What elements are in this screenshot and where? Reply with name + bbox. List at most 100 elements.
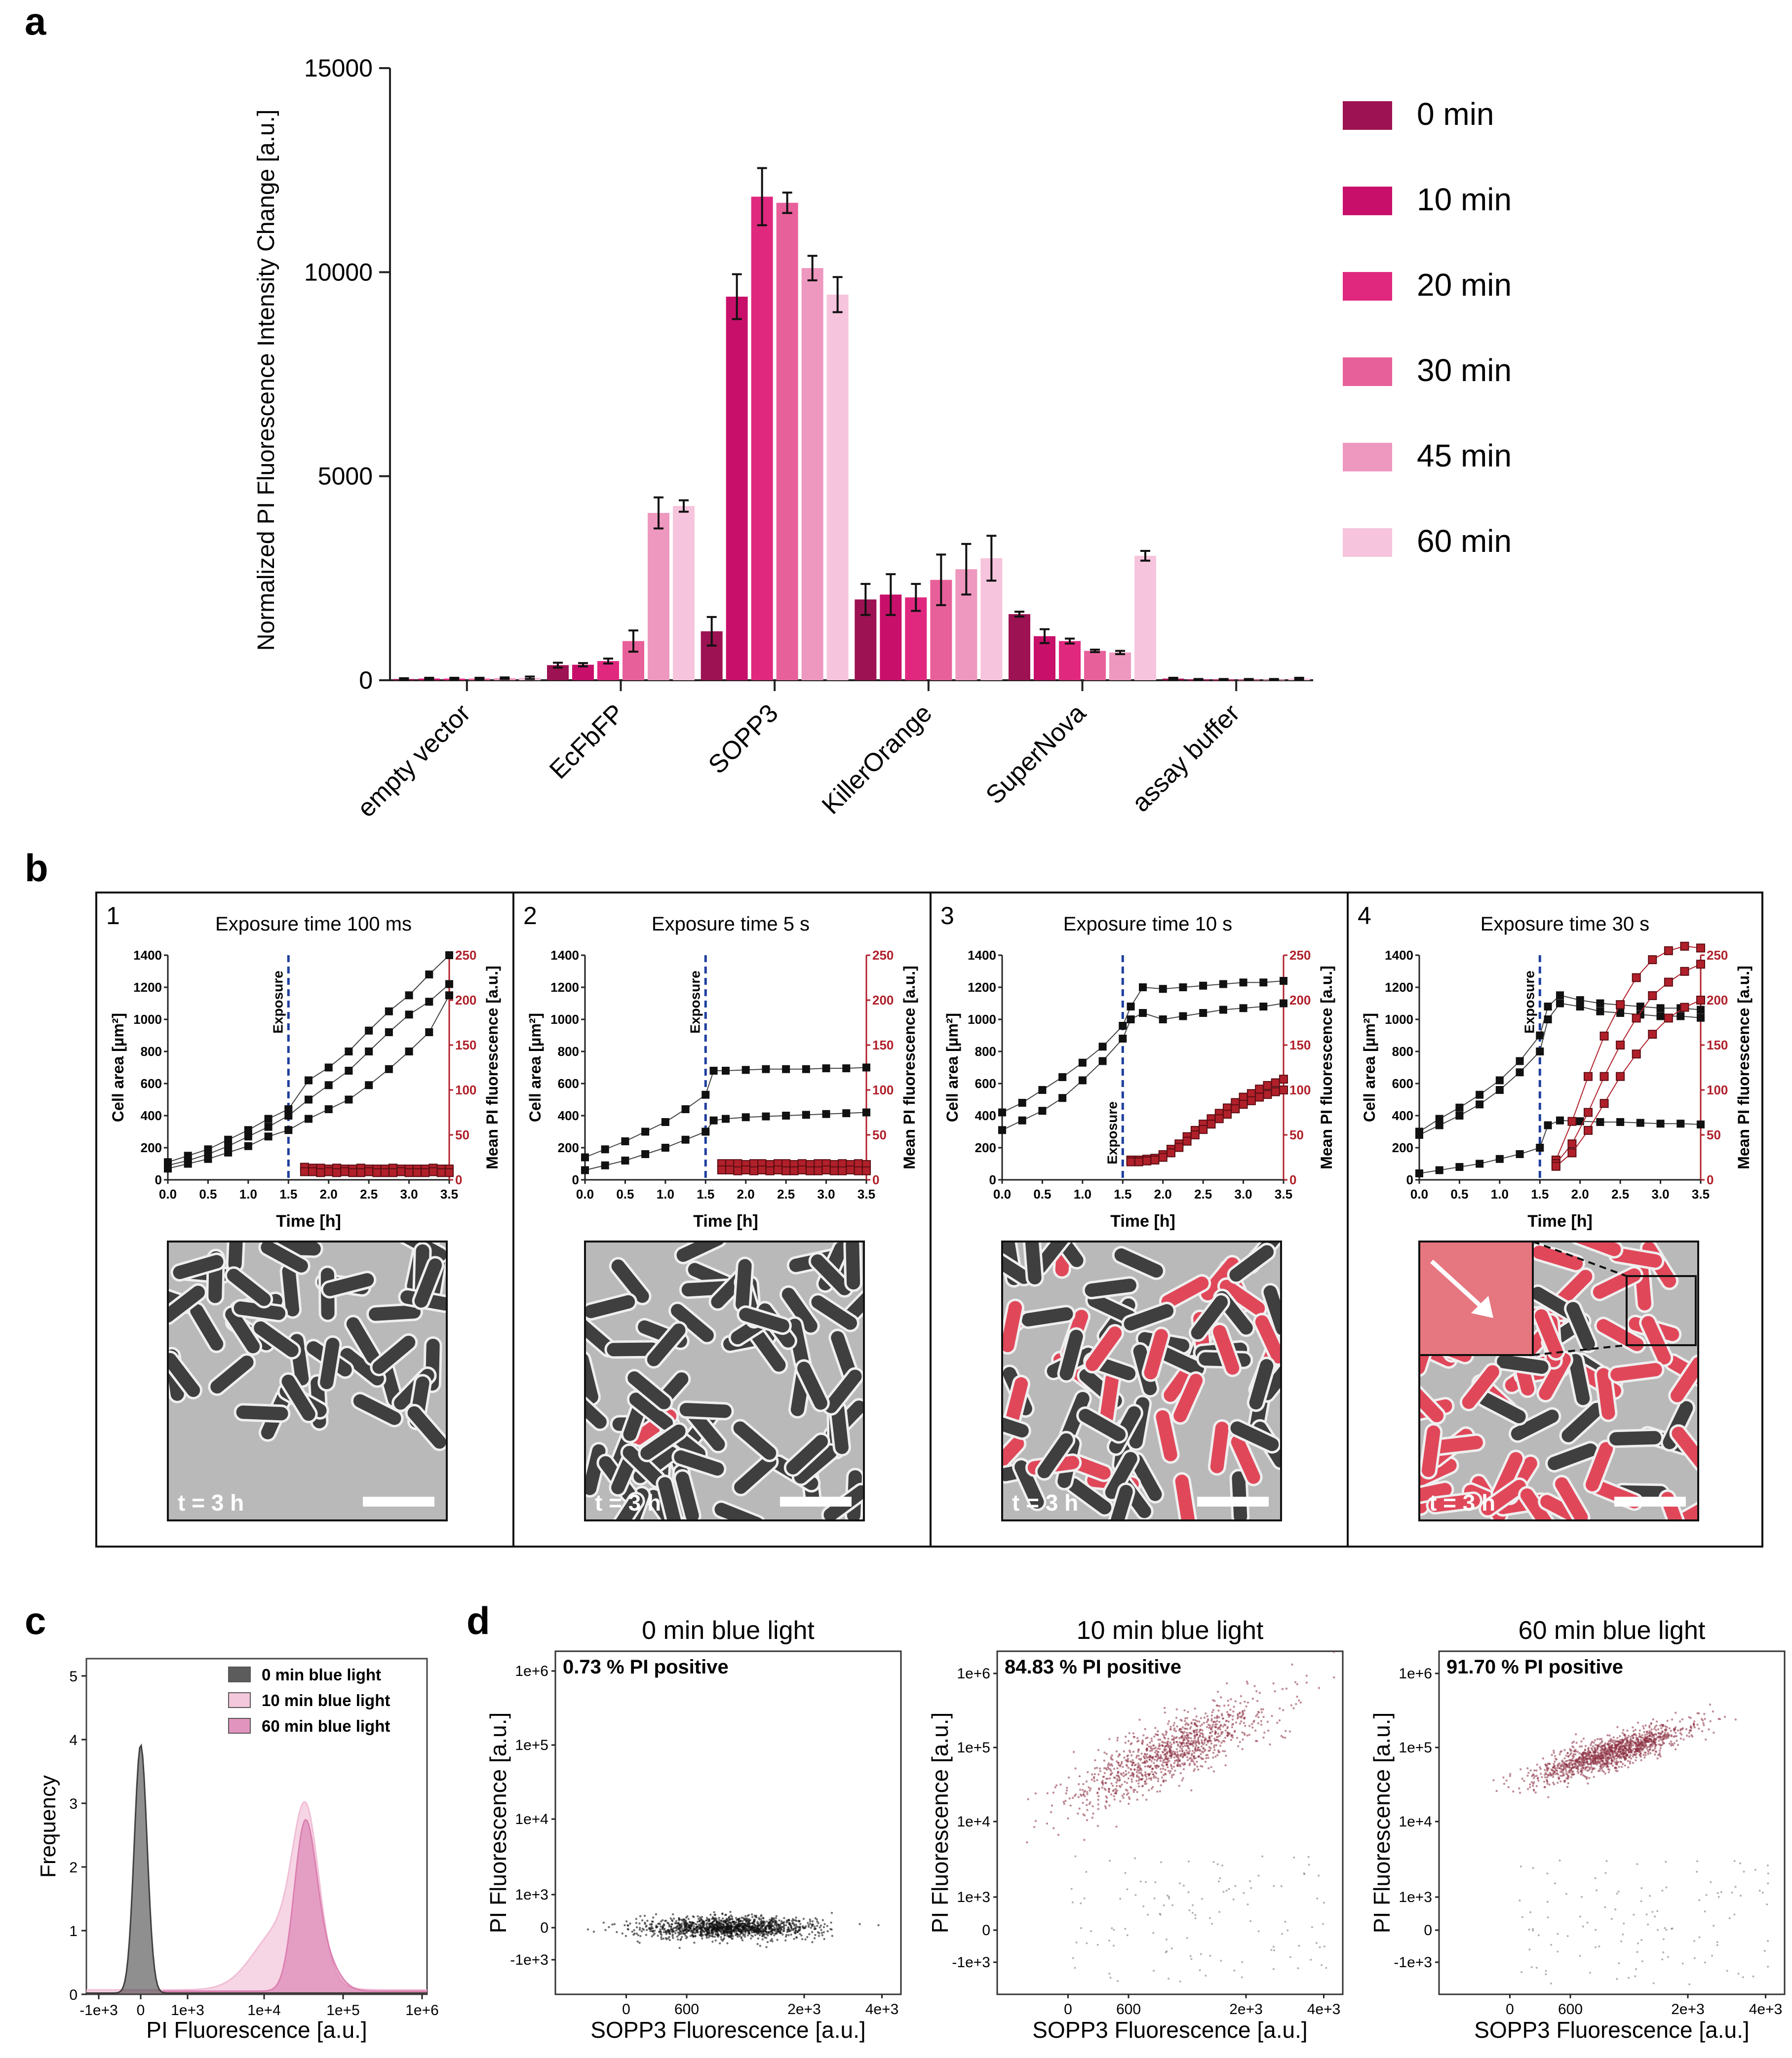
event-dot xyxy=(1198,1731,1200,1733)
event-dot xyxy=(1150,1738,1152,1740)
event-dot xyxy=(1213,1700,1215,1702)
event-dot xyxy=(754,1919,756,1921)
event-dot xyxy=(1644,1734,1646,1736)
event-dot xyxy=(1241,1715,1243,1717)
event-dot xyxy=(1567,1782,1569,1784)
event-dot xyxy=(1225,1755,1227,1757)
event-dot xyxy=(651,1923,653,1925)
event-dot xyxy=(1047,1792,1049,1794)
event-dot xyxy=(794,1932,796,1934)
event-dot xyxy=(1133,1791,1135,1793)
event-dot xyxy=(1689,1730,1691,1732)
event-dot xyxy=(700,1918,702,1920)
pi-point xyxy=(1183,1137,1191,1145)
scale-bar xyxy=(1614,1497,1686,1507)
cell-area-point xyxy=(405,1048,413,1055)
event-dot xyxy=(684,1933,686,1935)
event-dot xyxy=(716,1924,718,1926)
event-dot xyxy=(1724,1716,1726,1718)
event-dot xyxy=(787,1934,789,1936)
event-dot xyxy=(1148,1774,1150,1776)
event-dot xyxy=(1680,1738,1682,1740)
event-dot xyxy=(1173,1722,1175,1724)
y-tick-label: 0 xyxy=(572,1172,579,1187)
event-dot xyxy=(787,1928,789,1930)
event-dot xyxy=(1523,1780,1525,1782)
event-dot xyxy=(776,1925,778,1927)
y-tick-label: -1e+3 xyxy=(952,1954,990,1971)
event-dot xyxy=(1071,1888,1073,1890)
event-dot xyxy=(808,1933,810,1935)
event-dot xyxy=(1586,1770,1588,1772)
event-dot xyxy=(748,1920,750,1922)
cell-area-point xyxy=(325,1081,333,1089)
event-dot xyxy=(1612,1755,1614,1757)
event-dot xyxy=(1109,1977,1111,1979)
event-dot xyxy=(1118,1777,1120,1779)
event-dot xyxy=(626,1924,628,1926)
event-dot xyxy=(1174,1770,1176,1772)
pi-point xyxy=(806,1167,814,1175)
event-dot xyxy=(1182,1756,1184,1758)
event-dot xyxy=(1535,1770,1537,1772)
y2-tick-label: 150 xyxy=(1707,1038,1728,1052)
event-dot xyxy=(705,1920,707,1922)
event-dot xyxy=(1205,1975,1207,1977)
event-dot xyxy=(1621,1766,1623,1768)
event-dot xyxy=(1201,1765,1203,1767)
event-dot xyxy=(643,1929,645,1931)
event-dot xyxy=(1616,1737,1618,1739)
cell-area-point xyxy=(265,1123,273,1131)
y-tick-label: 1400 xyxy=(968,948,996,963)
event-dot xyxy=(1161,1745,1163,1747)
event-dot xyxy=(1181,1753,1183,1755)
event-dot xyxy=(1260,1724,1262,1726)
event-dot xyxy=(1117,1775,1119,1777)
event-dot xyxy=(706,1917,708,1919)
event-dot xyxy=(1526,1775,1528,1777)
y-tick-label: 600 xyxy=(558,1076,579,1091)
event-dot xyxy=(1670,1730,1672,1732)
pi-point xyxy=(1616,1041,1624,1049)
cell-area-point xyxy=(1099,1057,1107,1065)
event-dot xyxy=(1273,1968,1275,1970)
bar xyxy=(827,295,849,680)
event-dot xyxy=(743,1924,745,1926)
event-dot xyxy=(1239,1711,1241,1713)
event-dot xyxy=(1136,1769,1138,1771)
event-dot xyxy=(1082,1802,1084,1804)
event-dot xyxy=(1196,1734,1198,1736)
event-dot xyxy=(763,1924,765,1926)
event-dot xyxy=(1586,1778,1588,1780)
event-dot xyxy=(1633,1753,1635,1755)
event-dot xyxy=(1241,1961,1243,1963)
event-dot xyxy=(718,1917,720,1919)
event-dot xyxy=(1218,1880,1220,1882)
event-dot xyxy=(1167,1741,1169,1743)
pi-point xyxy=(397,1168,405,1176)
event-dot xyxy=(1154,1765,1156,1767)
event-dot xyxy=(1604,1773,1606,1775)
event-dot xyxy=(1574,1748,1576,1750)
event-dot xyxy=(1284,1737,1286,1739)
event-dot xyxy=(1123,1756,1125,1758)
event-dot xyxy=(1658,1740,1660,1742)
event-dot xyxy=(1189,1727,1191,1729)
event-dot xyxy=(1201,1746,1203,1747)
event-dot xyxy=(660,1936,662,1938)
event-dot xyxy=(1141,1742,1143,1744)
legend-label: 60 min xyxy=(1417,523,1512,559)
event-dot xyxy=(1179,1764,1181,1766)
event-dot xyxy=(1230,1739,1232,1741)
y-tick-label: 1e+6 xyxy=(515,1663,548,1679)
event-dot xyxy=(814,1934,816,1936)
event-dot xyxy=(823,1923,825,1925)
cell-area-point xyxy=(581,1154,589,1162)
event-dot xyxy=(1073,1751,1075,1753)
legend-label: 60 min blue light xyxy=(262,1717,390,1735)
cell-area-point xyxy=(802,1111,810,1119)
event-dot xyxy=(678,1934,680,1936)
event-dot xyxy=(666,1922,668,1924)
